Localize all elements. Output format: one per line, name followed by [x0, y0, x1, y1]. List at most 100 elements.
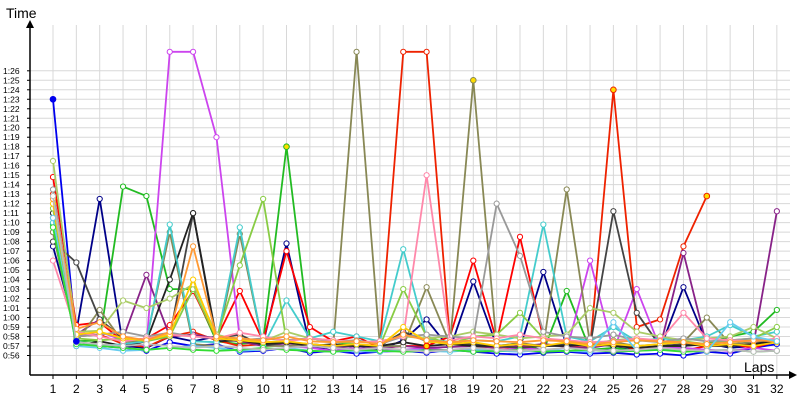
data-point	[213, 342, 220, 350]
series-line	[52, 145, 778, 352]
data-point	[563, 338, 570, 345]
data-point	[400, 246, 407, 253]
highlight-point	[470, 76, 477, 84]
data-point	[610, 347, 617, 354]
y-tick-label: 1:13	[3, 189, 20, 199]
data-point	[283, 344, 290, 352]
data-point	[306, 323, 313, 331]
data-point	[400, 346, 407, 353]
data-point	[633, 309, 640, 316]
data-point	[540, 328, 547, 335]
series-line	[52, 198, 777, 345]
data-point	[400, 48, 407, 55]
data-point	[400, 331, 407, 338]
series-line	[52, 50, 778, 352]
data-point	[119, 342, 127, 350]
data-point	[633, 337, 640, 344]
data-point	[96, 328, 103, 335]
x-tick-label: 6	[166, 382, 173, 396]
data-point	[750, 342, 757, 350]
data-point	[236, 329, 243, 336]
data-point	[610, 208, 617, 215]
x-tick-label: 15	[373, 382, 387, 396]
data-point	[283, 240, 290, 247]
data-point	[283, 248, 290, 255]
data-point	[166, 48, 173, 55]
data-point	[773, 323, 780, 331]
data-point	[586, 304, 594, 312]
data-point	[633, 328, 640, 335]
x-tick-label: 19	[467, 382, 481, 396]
y-tick-label: 1:01	[3, 303, 20, 313]
data-point	[586, 346, 594, 353]
data-point	[260, 346, 267, 353]
data-point	[166, 328, 173, 335]
data-point	[190, 243, 197, 250]
data-point	[563, 287, 570, 295]
series-line	[52, 222, 778, 347]
data-point	[236, 335, 243, 342]
data-point	[96, 306, 103, 314]
data-point	[143, 271, 150, 278]
data-point	[190, 333, 197, 340]
x-tick-label: 2	[73, 382, 80, 396]
data-point	[727, 319, 734, 326]
series-line	[52, 203, 778, 347]
x-tick-label: 10	[256, 382, 270, 396]
y-tick-label: 1:22	[3, 104, 20, 114]
series-line	[52, 198, 778, 352]
y-tick-label: 1:14	[3, 180, 20, 190]
data-point	[610, 331, 617, 338]
data-point	[657, 316, 664, 323]
x-tick-label: 13	[327, 382, 341, 396]
data-point	[376, 344, 383, 352]
series-line	[52, 195, 777, 353]
data-point	[610, 339, 617, 346]
data-point	[470, 344, 477, 352]
x-tick-label: 29	[700, 382, 714, 396]
x-tick-label: 17	[420, 382, 434, 396]
data-point	[516, 252, 524, 259]
y-tick-label: 1:07	[3, 246, 20, 256]
data-point	[236, 262, 243, 269]
data-point	[119, 333, 127, 340]
data-point	[610, 319, 617, 326]
data-point	[423, 284, 430, 291]
data-point	[306, 342, 313, 350]
data-point	[283, 333, 290, 340]
highlight-point	[610, 86, 617, 94]
data-point	[703, 347, 710, 354]
data-point	[213, 134, 220, 141]
data-point	[680, 249, 687, 257]
y-axis-label: Time	[6, 5, 37, 21]
data-point	[586, 341, 594, 348]
y-tick-label: 1:05	[3, 265, 20, 275]
data-point	[540, 337, 547, 344]
x-tick-label: 16	[397, 382, 411, 396]
x-tick-label: 20	[490, 382, 504, 396]
data-point	[236, 344, 243, 352]
data-point	[143, 304, 150, 312]
y-tick-label: 1:10	[3, 218, 20, 228]
data-point	[750, 333, 757, 340]
x-tick-label: 8	[213, 382, 220, 396]
y-tick-label: 1:12	[3, 199, 20, 209]
x-tick-label: 7	[190, 382, 197, 396]
data-point	[727, 346, 734, 353]
data-point	[470, 257, 477, 264]
data-point	[330, 328, 337, 335]
highlight-point	[423, 342, 430, 350]
data-point	[516, 347, 524, 354]
data-point	[423, 48, 430, 55]
y-tick-label: 1:25	[3, 75, 20, 85]
data-point	[143, 341, 150, 348]
data-point	[143, 346, 150, 353]
series-group	[49, 48, 780, 359]
y-tick-label: 0:57	[3, 341, 20, 351]
data-point	[96, 319, 103, 326]
x-tick-label: 3	[96, 382, 103, 396]
data-point	[190, 48, 197, 55]
y-tick-label: 0:56	[3, 351, 20, 361]
y-tick-label: 1:23	[3, 94, 20, 104]
